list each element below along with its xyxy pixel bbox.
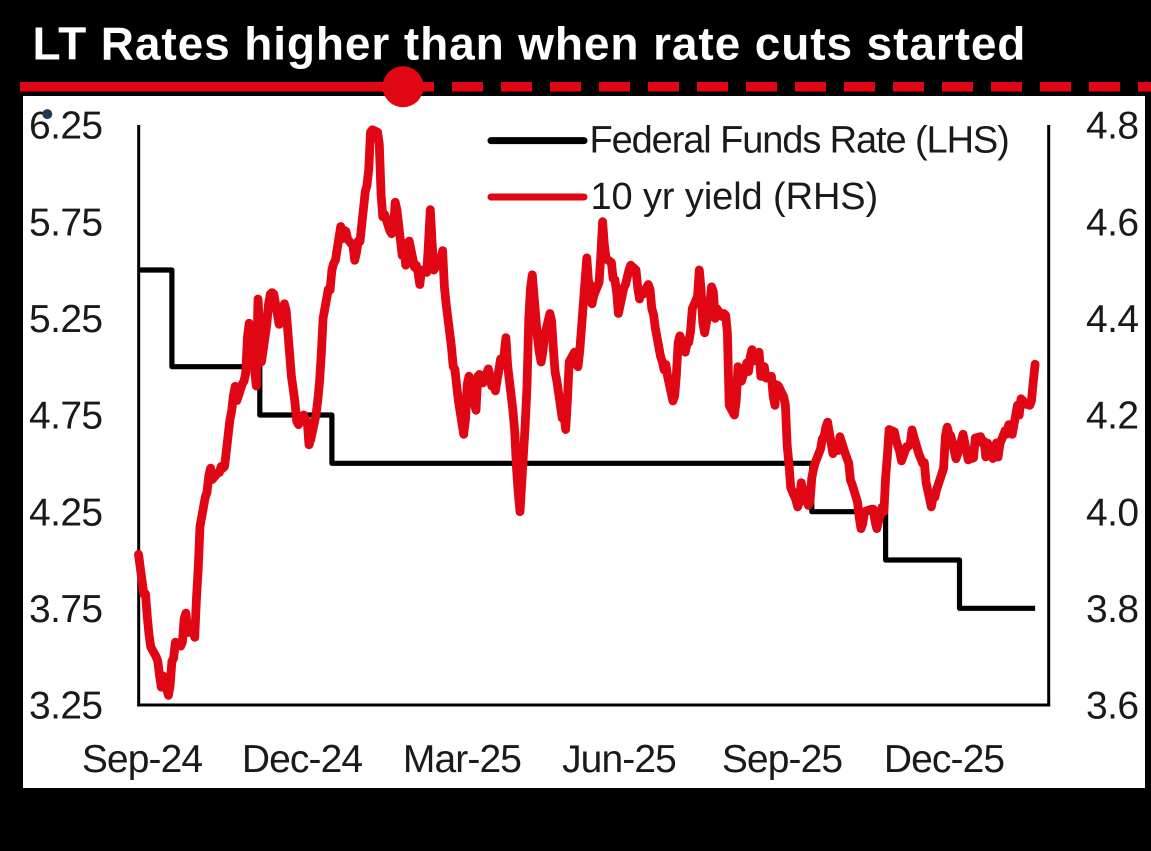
svg-text:Dec-25: Dec-25 xyxy=(884,738,1005,781)
svg-text:4.25: 4.25 xyxy=(29,491,103,534)
svg-text:4.2: 4.2 xyxy=(1086,395,1138,438)
svg-text:Sep-25: Sep-25 xyxy=(722,738,843,781)
svg-text:LT Rates higher than when rate: LT Rates higher than when rate cuts star… xyxy=(33,17,1027,69)
svg-text:5.25: 5.25 xyxy=(29,298,103,341)
svg-text:4.75: 4.75 xyxy=(29,395,103,438)
svg-text:4.0: 4.0 xyxy=(1086,491,1138,534)
svg-text:4.8: 4.8 xyxy=(1086,105,1138,148)
svg-text:3.6: 3.6 xyxy=(1086,685,1138,728)
svg-text:Dec-24: Dec-24 xyxy=(242,738,363,781)
svg-text:Mar-25: Mar-25 xyxy=(403,738,521,781)
svg-text:3.75: 3.75 xyxy=(29,588,103,631)
svg-text:6.25: 6.25 xyxy=(29,105,103,148)
svg-text:3.25: 3.25 xyxy=(29,685,103,728)
svg-text:Jun-25: Jun-25 xyxy=(562,738,676,781)
svg-text:Sep-24: Sep-24 xyxy=(82,738,203,781)
svg-text:4.4: 4.4 xyxy=(1086,298,1138,341)
svg-text:4.6: 4.6 xyxy=(1086,201,1138,244)
svg-text:3.8: 3.8 xyxy=(1086,588,1138,631)
svg-text:10 yr yield (RHS): 10 yr yield (RHS) xyxy=(591,176,879,218)
svg-text:5.75: 5.75 xyxy=(29,201,103,244)
svg-text:Federal Funds Rate (LHS): Federal Funds Rate (LHS) xyxy=(590,120,1009,162)
